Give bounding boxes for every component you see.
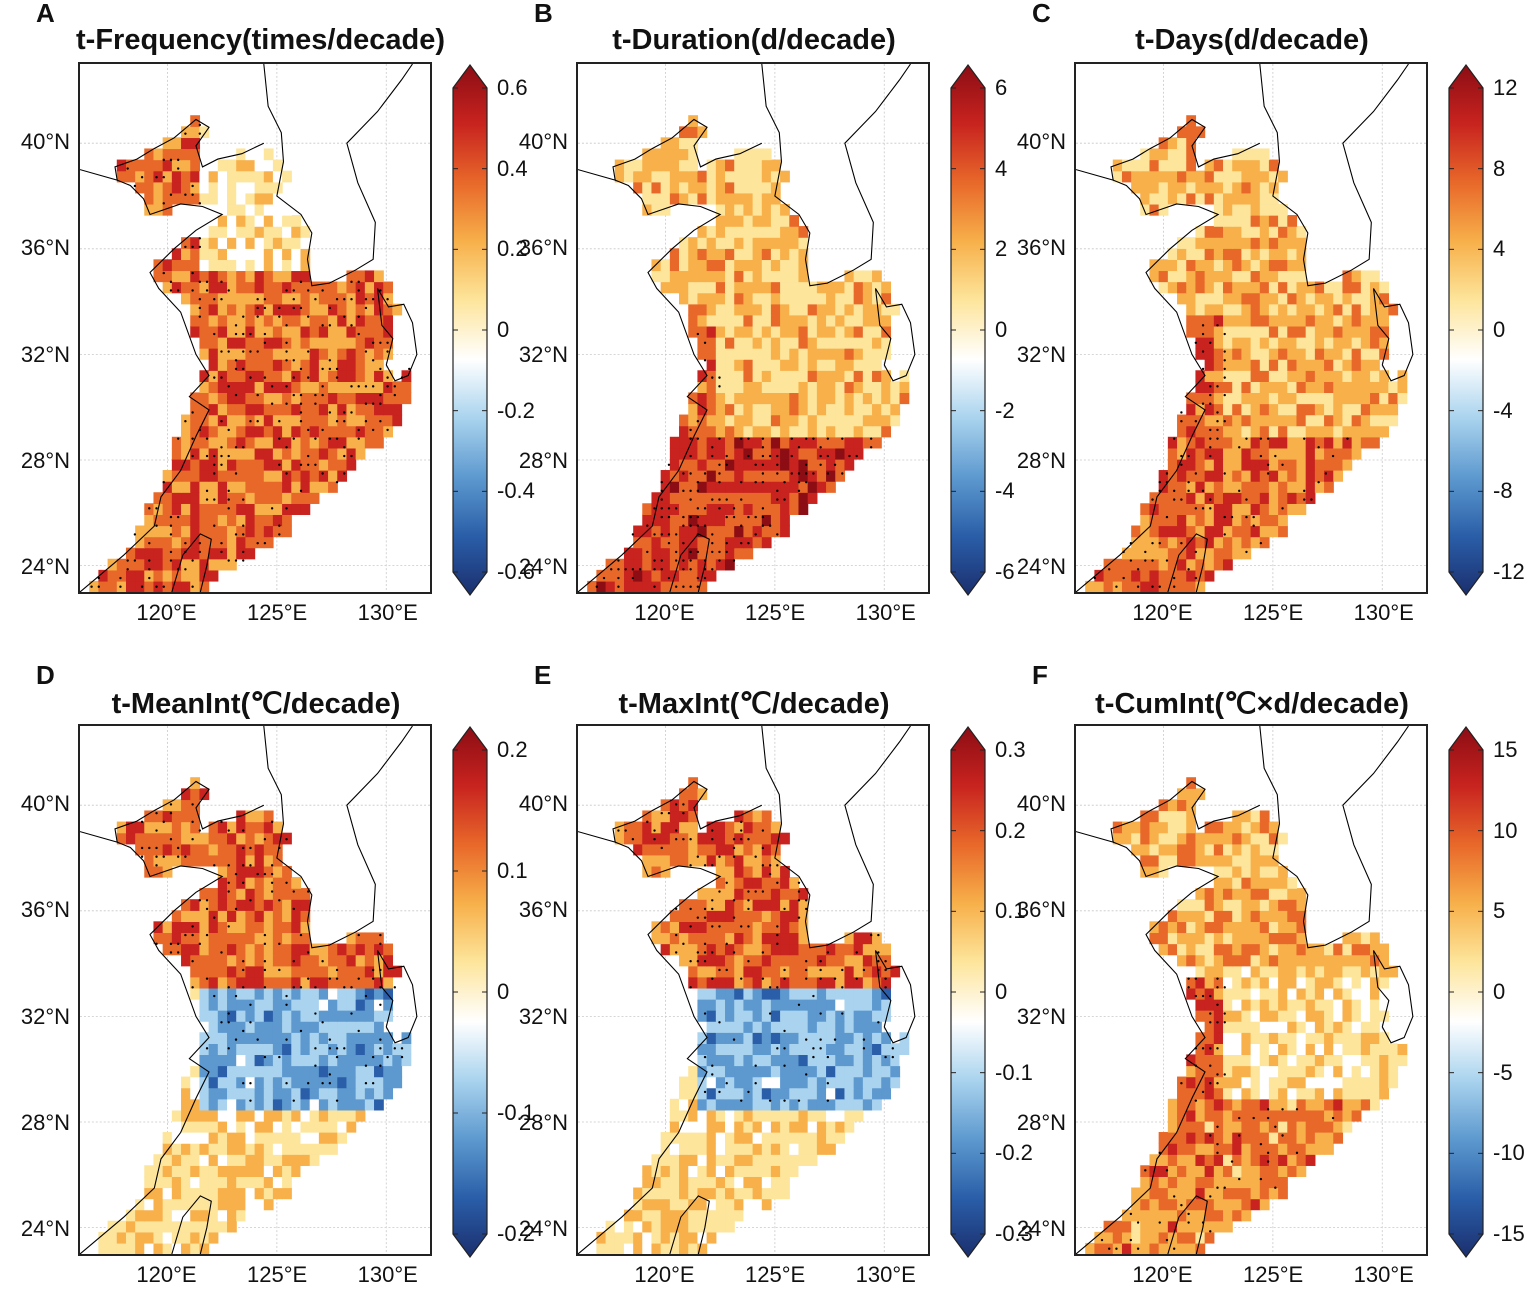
longitude-label: 130°E	[343, 600, 433, 626]
latitude-label: 32°N	[4, 342, 70, 368]
latitude-label: 40°N	[502, 791, 568, 817]
latitude-label: 24°N	[502, 1216, 568, 1242]
latitude-label: 32°N	[4, 1004, 70, 1030]
latitude-label: 28°N	[4, 448, 70, 474]
panel-title: t-Days(d/decade)	[1072, 24, 1432, 57]
colorbar-tick-label: 5	[1493, 898, 1505, 924]
latitude-label: 28°N	[502, 448, 568, 474]
colorbar	[1448, 64, 1484, 596]
map-area	[576, 62, 930, 594]
longitude-label: 130°E	[841, 600, 931, 626]
colorbar-tick-label: -8	[1493, 478, 1513, 504]
longitude-label: 130°E	[343, 1262, 433, 1288]
latitude-label: 32°N	[502, 342, 568, 368]
panel-letter: A	[36, 0, 55, 29]
colorbar-tick-label: 10	[1493, 818, 1517, 844]
panel-title: t-MeanInt(℃/decade)	[76, 686, 436, 721]
latitude-label: 24°N	[4, 554, 70, 580]
longitude-label: 130°E	[1339, 1262, 1429, 1288]
longitude-label: 130°E	[1339, 600, 1429, 626]
longitude-label: 125°E	[730, 1262, 820, 1288]
trend-field	[1085, 115, 1407, 592]
panel-letter: F	[1032, 660, 1048, 691]
latitude-label: 36°N	[1000, 897, 1066, 923]
map-area	[78, 724, 432, 1256]
longitude-label: 130°E	[841, 1262, 931, 1288]
trend-field	[1085, 777, 1407, 1254]
colorbar-tick-label: -12	[1493, 559, 1525, 585]
latitude-label: 24°N	[1000, 1216, 1066, 1242]
panel-title: t-CumInt(℃×d/decade)	[1072, 686, 1432, 721]
map-area	[1074, 62, 1428, 594]
longitude-label: 120°E	[122, 1262, 212, 1288]
latitude-label: 28°N	[502, 1110, 568, 1136]
panel-letter: B	[534, 0, 553, 29]
panel-title: t-Frequency(times/decade)	[76, 24, 436, 57]
colorbar-tick-label: -10	[1493, 1140, 1525, 1166]
panel-letter: C	[1032, 0, 1051, 29]
panel-letter: E	[534, 660, 551, 691]
colorbar-tick-label: 8	[1493, 156, 1505, 182]
colorbar-tick-label: 15	[1493, 737, 1517, 763]
longitude-label: 120°E	[1118, 1262, 1208, 1288]
latitude-label: 40°N	[4, 791, 70, 817]
latitude-label: 24°N	[4, 1216, 70, 1242]
latitude-label: 36°N	[1000, 235, 1066, 261]
longitude-label: 125°E	[730, 600, 820, 626]
latitude-label: 32°N	[1000, 1004, 1066, 1030]
longitude-label: 120°E	[620, 600, 710, 626]
latitude-label: 32°N	[1000, 342, 1066, 368]
latitude-label: 28°N	[1000, 1110, 1066, 1136]
latitude-label: 24°N	[1000, 554, 1066, 580]
map-area	[1074, 724, 1428, 1256]
trend-field	[89, 115, 411, 592]
longitude-label: 125°E	[232, 1262, 322, 1288]
latitude-label: 40°N	[1000, 791, 1066, 817]
trend-field	[587, 115, 909, 592]
latitude-label: 28°N	[1000, 448, 1066, 474]
trend-field	[587, 777, 909, 1254]
map-area	[576, 724, 930, 1256]
latitude-label: 40°N	[4, 129, 70, 155]
latitude-label: 28°N	[4, 1110, 70, 1136]
latitude-label: 36°N	[4, 235, 70, 261]
colorbar	[452, 64, 488, 596]
panel-letter: D	[36, 660, 55, 691]
colorbar	[950, 64, 986, 596]
latitude-label: 36°N	[502, 897, 568, 923]
latitude-label: 36°N	[502, 235, 568, 261]
longitude-label: 120°E	[122, 600, 212, 626]
latitude-label: 32°N	[502, 1004, 568, 1030]
latitude-label: 36°N	[4, 897, 70, 923]
panel-title: t-Duration(d/decade)	[574, 24, 934, 57]
colorbar-tick-label: 12	[1493, 75, 1517, 101]
latitude-label: 24°N	[502, 554, 568, 580]
colorbar-tick-label: 0	[1493, 979, 1505, 1005]
longitude-label: 125°E	[232, 600, 322, 626]
panel-title: t-MaxInt(℃/decade)	[574, 686, 934, 721]
colorbar-tick-label: 0	[1493, 317, 1505, 343]
longitude-label: 120°E	[620, 1262, 710, 1288]
colorbar-tick-label: 4	[1493, 236, 1505, 262]
colorbar	[950, 726, 986, 1258]
colorbar-tick-label: -15	[1493, 1221, 1525, 1247]
longitude-label: 125°E	[1228, 600, 1318, 626]
colorbar-tick-label: -5	[1493, 1060, 1513, 1086]
latitude-label: 40°N	[502, 129, 568, 155]
latitude-label: 40°N	[1000, 129, 1066, 155]
map-area	[78, 62, 432, 594]
colorbar	[1448, 726, 1484, 1258]
longitude-label: 120°E	[1118, 600, 1208, 626]
colorbar-tick-label: -4	[1493, 398, 1513, 424]
colorbar	[452, 726, 488, 1258]
longitude-label: 125°E	[1228, 1262, 1318, 1288]
